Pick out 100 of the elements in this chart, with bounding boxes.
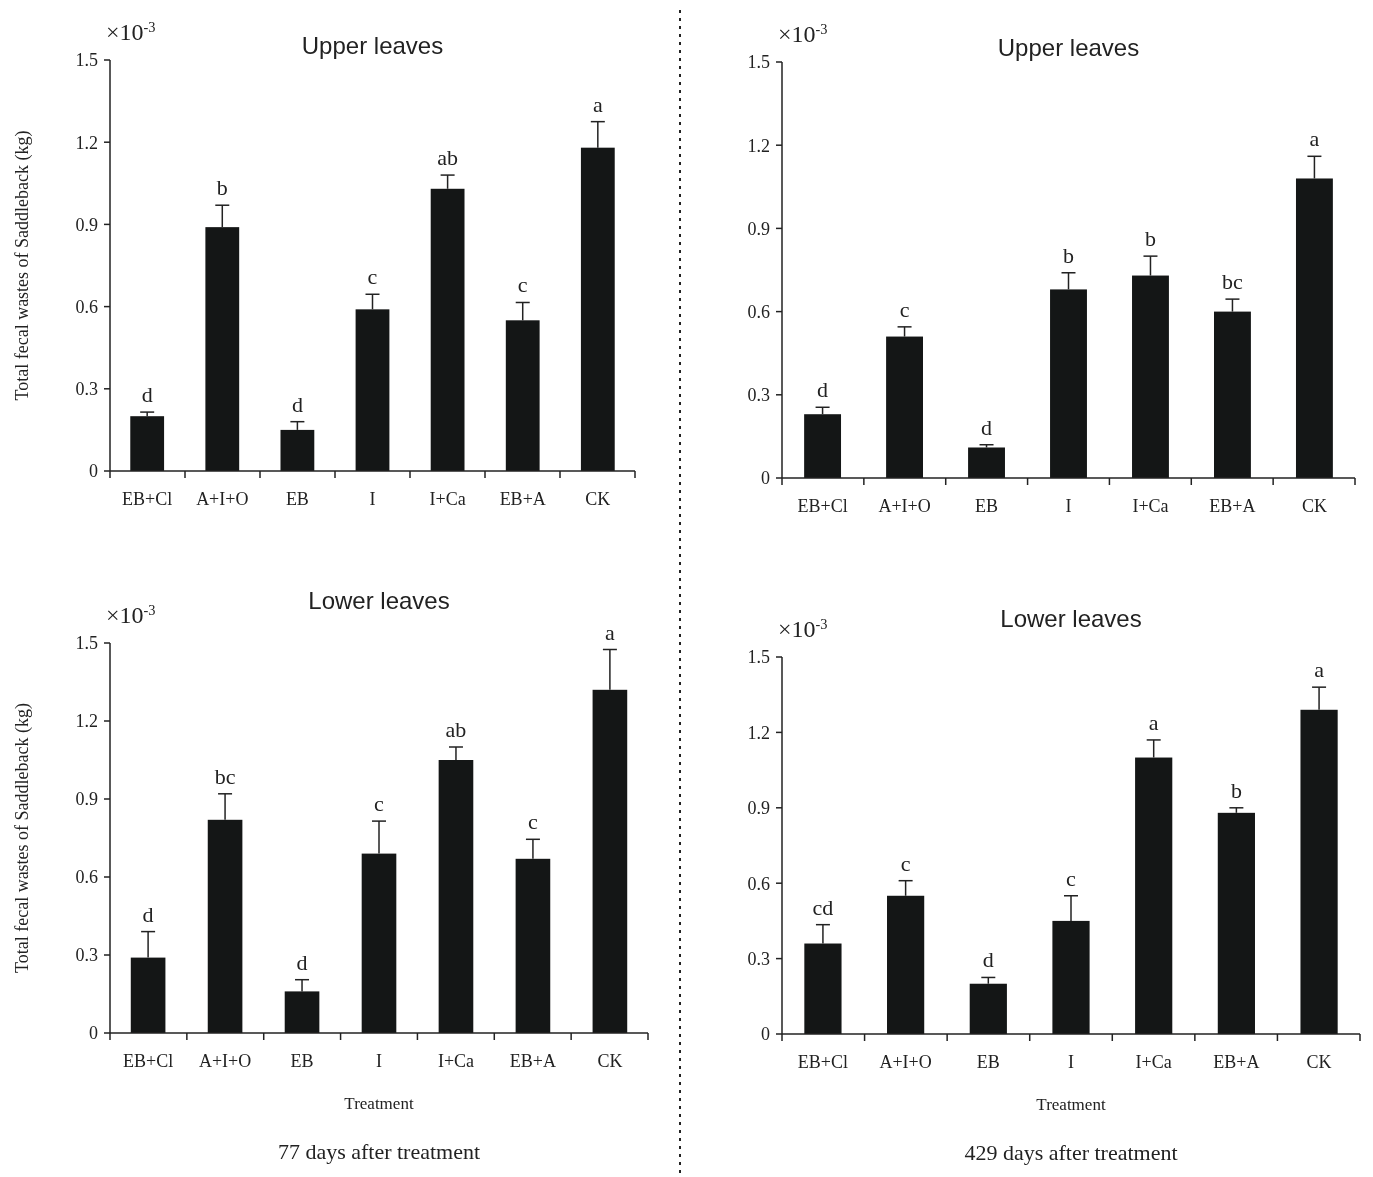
bar — [1135, 757, 1173, 1034]
x-tick-label: CK — [1306, 1052, 1332, 1072]
x-tick-label: CK — [1301, 496, 1327, 516]
x-tick-label: I+Ca — [429, 489, 466, 509]
y-tick-label: 1.2 — [747, 722, 770, 743]
annotation: d — [817, 377, 829, 403]
x-tick-label: I — [1068, 1052, 1074, 1072]
text: ×10$^{-3}$ — [778, 21, 828, 47]
x-tick-label: EB+Cl — [122, 489, 173, 509]
bar — [886, 336, 923, 478]
bar — [430, 188, 465, 471]
x-tick-label: A+I+O — [198, 1051, 252, 1071]
annotation: d — [982, 947, 994, 973]
annotation: a — [605, 619, 616, 645]
annotation: d — [291, 391, 303, 417]
annotation: cd — [812, 894, 834, 920]
y-tick-label: 1.5 — [747, 52, 770, 73]
text: 429 days after treatment — [964, 1140, 1178, 1165]
y-tick-label: 0 — [89, 1023, 98, 1044]
x-tick-label: I+Ca — [437, 1051, 475, 1071]
bar — [355, 309, 390, 471]
x-tick-label: A+I+O — [879, 1052, 932, 1072]
bar — [130, 416, 165, 471]
bar — [1052, 920, 1090, 1034]
annotation: a — [592, 91, 603, 117]
annotation: bc — [1222, 269, 1244, 295]
x-tick-label: EB — [975, 496, 999, 516]
bar — [1295, 178, 1333, 478]
x-tick-label: I — [376, 1051, 382, 1071]
annotation: ab — [437, 145, 458, 171]
y-tick-label: 0.6 — [75, 867, 98, 888]
annotation: ab — [445, 717, 467, 742]
x-tick-label: A+I+O — [878, 496, 931, 516]
text: ×10$^{-3}$ — [778, 616, 828, 642]
bar — [580, 147, 615, 471]
x-tick-label: I — [369, 489, 376, 509]
annotation: b — [1230, 777, 1242, 803]
y-tick-label: 1.2 — [75, 711, 98, 732]
chart-title: Upper leaves — [997, 34, 1140, 61]
annotation: d — [981, 414, 993, 440]
bar — [804, 943, 842, 1034]
x-tick-label: EB+Cl — [797, 1052, 849, 1072]
text: 77 days after treatment — [277, 1139, 481, 1164]
x-tick-label: CK — [597, 1051, 623, 1071]
x-axis-title: Treatment — [1036, 1095, 1106, 1114]
x-tick-label: I+Ca — [1135, 1052, 1172, 1072]
annotation: c — [374, 791, 385, 817]
y-tick-label: 0.9 — [75, 789, 98, 810]
annotation: b — [216, 175, 228, 201]
y-tick-label: 0.3 — [747, 948, 770, 969]
y-axis-title: Total fecal wastes of Saddleback (kg) — [12, 702, 33, 974]
y-tick-label: 0.3 — [747, 385, 770, 406]
bar — [438, 760, 474, 1033]
annotation: b — [1144, 226, 1156, 252]
bar — [1217, 812, 1255, 1034]
x-tick-label: EB+Cl — [797, 496, 848, 516]
x-tick-label: EB — [976, 1052, 1000, 1072]
bar — [515, 858, 551, 1033]
annotation: b — [1063, 242, 1074, 268]
x-tick-label: EB+A — [499, 489, 546, 509]
bar — [592, 689, 628, 1033]
x-tick-label: EB+A — [1209, 496, 1256, 516]
text: ×10$^{-3}$ — [106, 602, 156, 628]
bar — [969, 983, 1007, 1034]
bar — [280, 429, 315, 471]
y-tick-label: 1.5 — [75, 50, 98, 71]
y-tick-label: 0.9 — [747, 218, 770, 239]
bar — [1300, 709, 1338, 1034]
x-tick-label: EB+A — [1213, 1052, 1260, 1072]
y-tick-label: 0.9 — [747, 798, 770, 819]
annotation: a — [1148, 709, 1159, 735]
annotation: c — [899, 296, 910, 322]
annotation: c — [528, 809, 539, 835]
y-tick-label: 0.3 — [75, 945, 98, 966]
x-tick-label: I — [1065, 496, 1072, 516]
annotation: d — [296, 949, 308, 975]
bar — [207, 819, 243, 1033]
bar — [887, 895, 925, 1034]
bar — [361, 853, 397, 1033]
x-tick-label: EB+A — [509, 1051, 557, 1071]
x-tick-label: EB — [285, 489, 309, 509]
x-tick-label: CK — [585, 489, 611, 509]
y-tick-label: 0.6 — [747, 873, 770, 894]
bar — [804, 414, 842, 478]
y-tick-label: 0.6 — [75, 296, 98, 317]
y-tick-label: 1.2 — [75, 132, 98, 153]
chart-title: Upper leaves — [301, 32, 444, 59]
y-tick-label: 0.9 — [75, 214, 98, 235]
x-tick-label: EB — [290, 1051, 314, 1071]
bar — [1132, 275, 1169, 478]
annotation: c — [1066, 865, 1077, 891]
annotation: d — [142, 901, 154, 927]
annotation: c — [900, 850, 911, 876]
bar — [205, 227, 240, 471]
bar — [968, 447, 1005, 478]
y-tick-label: 1.2 — [747, 135, 770, 156]
bar — [505, 320, 540, 471]
chart-title: Lower leaves — [1000, 605, 1142, 632]
text: ×10$^{-3}$ — [106, 19, 156, 45]
annotation: bc — [214, 763, 236, 789]
